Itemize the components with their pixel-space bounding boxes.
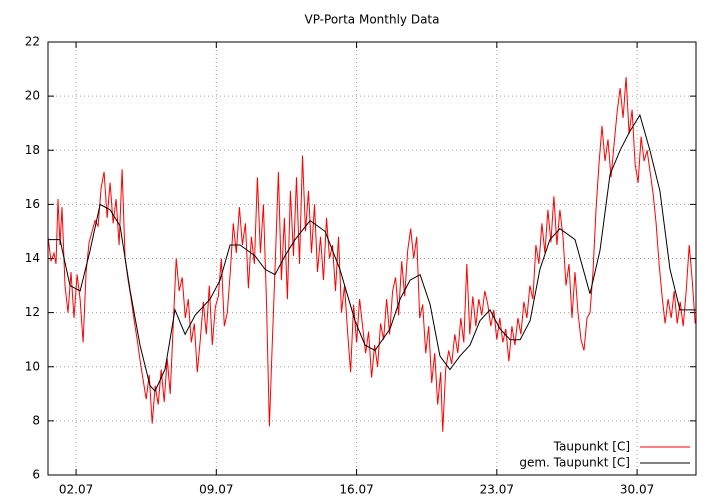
chart-title: VP-Porta Monthly Data xyxy=(305,13,440,27)
legend-label: gem. Taupunkt [C] xyxy=(519,456,630,470)
series-line xyxy=(47,77,696,432)
plot-border xyxy=(47,41,697,476)
x-tick-label: 09.07 xyxy=(199,483,233,497)
y-tick-label: 10 xyxy=(25,359,40,373)
y-tick-label: 8 xyxy=(32,413,40,427)
y-tick-label: 22 xyxy=(25,35,40,49)
x-tick-label: 23.07 xyxy=(480,483,514,497)
y-tick-label: 16 xyxy=(25,197,40,211)
legend-label: Taupunkt [C] xyxy=(553,440,630,454)
y-tick-label: 20 xyxy=(25,89,40,103)
series-line xyxy=(48,113,696,392)
x-tick-label: 16.07 xyxy=(339,483,373,497)
y-tick-label: 18 xyxy=(25,143,40,157)
x-tick-label: 02.07 xyxy=(59,483,93,497)
y-tick-label: 6 xyxy=(32,468,40,482)
y-tick-label: 14 xyxy=(25,251,40,265)
y-tick-label: 12 xyxy=(25,305,40,319)
x-tick-label: 30.07 xyxy=(620,483,654,497)
